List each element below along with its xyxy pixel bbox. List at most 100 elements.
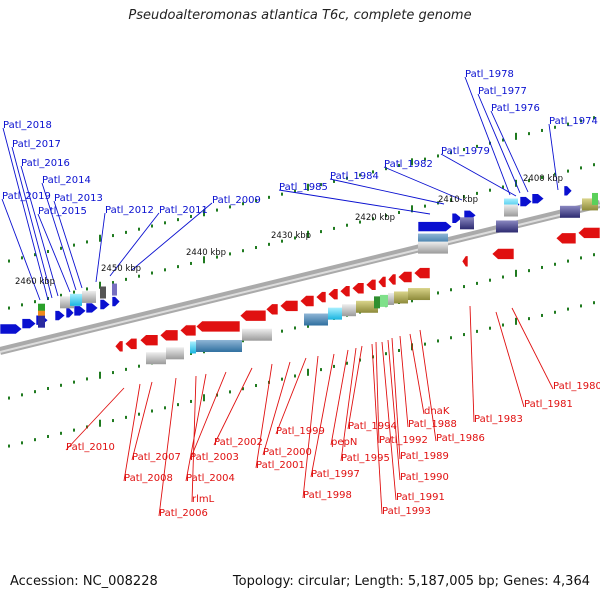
scale-tick <box>8 306 10 310</box>
scale-tick <box>99 281 101 289</box>
callout-line <box>310 353 335 478</box>
reverse-gene-arrow <box>327 288 339 300</box>
callout-line <box>1 198 41 301</box>
callout-line <box>11 146 53 299</box>
scale-tick <box>450 151 452 155</box>
scale-tick <box>333 179 335 183</box>
reverse-gene-label: Patl_2007 <box>132 452 181 463</box>
callout-line <box>399 335 409 428</box>
reverse-gene-arrow <box>387 273 397 286</box>
scale-tick <box>125 415 127 419</box>
scale-tick <box>8 396 10 400</box>
scale-tick <box>437 339 439 343</box>
scale-tick <box>476 191 478 195</box>
scale-tick <box>125 367 127 371</box>
callout-line <box>65 387 125 451</box>
reverse-gene-arrow <box>339 285 351 297</box>
callout-line <box>347 345 363 430</box>
scale-tick <box>86 377 88 381</box>
scale-tick <box>99 419 101 427</box>
domain-box <box>504 204 518 217</box>
scale-tick <box>541 313 543 317</box>
scale-tick <box>476 281 478 285</box>
domain-box <box>190 341 196 354</box>
scale-tick <box>450 336 452 340</box>
forward-gene-label: Patl_2012 <box>105 205 154 216</box>
callout-line <box>109 212 160 277</box>
forward-gene-arrow <box>85 302 99 314</box>
scale-tick <box>255 199 257 203</box>
scale-tick <box>151 409 153 413</box>
scale-tick <box>73 428 75 432</box>
scale-tick <box>359 220 361 224</box>
scale-tick <box>255 246 257 250</box>
scale-tick <box>541 128 543 132</box>
scale-tick <box>502 185 504 189</box>
domain-box <box>460 217 474 230</box>
domain-box <box>82 290 96 303</box>
scale-tick <box>580 119 582 123</box>
domain-box <box>38 315 45 328</box>
scale-tick <box>164 406 166 410</box>
scale-tick <box>60 383 62 387</box>
scale-tick <box>437 154 439 158</box>
scale-tick <box>281 239 283 243</box>
scale-tick <box>398 348 400 352</box>
callout-line <box>275 357 307 435</box>
gene-labels: 2400 kbp 2410 kbp 2420 kbp 2430 kbp 2440 kbp… <box>2 69 600 519</box>
domain-box <box>394 291 408 304</box>
domain-box <box>70 293 82 306</box>
reverse-gene-label: Patl_1999 <box>276 426 325 437</box>
scale-tick <box>190 214 192 218</box>
scale-tick <box>346 176 348 180</box>
scale-tick <box>21 256 23 260</box>
topology-text: Topology: circular; Length: 5,187,005 bp… <box>232 574 590 589</box>
reverse-gene-label: pepN <box>331 437 357 448</box>
forward-gene-label: Patl_1979 <box>441 146 490 157</box>
scale-tick <box>281 192 283 196</box>
scale-tick <box>398 163 400 167</box>
reverse-gene-label: Patl_1981 <box>524 399 573 410</box>
scale-tick <box>307 368 309 376</box>
scale-tick <box>112 419 114 423</box>
scale-tick <box>528 132 530 136</box>
callout-lines <box>1 76 559 517</box>
scale-tick <box>151 224 153 228</box>
forward-gene-label: Patl_1982 <box>384 159 433 170</box>
callout-line <box>41 182 77 291</box>
forward-gene-arrow <box>99 299 111 310</box>
scale-tick <box>489 188 491 192</box>
scale-tick <box>216 208 218 212</box>
domain-box <box>592 192 598 205</box>
scale-tick <box>229 205 231 209</box>
reverse-gene-arrow <box>239 309 267 322</box>
reverse-gene-label: Patl_1992 <box>379 435 428 446</box>
scale-tick <box>411 158 413 166</box>
scale-tick <box>450 198 452 202</box>
scale-tick <box>580 304 582 308</box>
scale-tick <box>255 384 257 388</box>
scale-tick <box>554 125 556 129</box>
reverse-gene-label: Patl_1988 <box>408 419 457 430</box>
scale-tick <box>463 333 465 337</box>
domain-box <box>560 205 580 218</box>
forward-gene-label: Patl_2009 <box>212 195 261 206</box>
forward-gene-arrow <box>54 310 66 321</box>
scale-tick <box>554 262 556 266</box>
scale-tick <box>112 371 114 375</box>
domain-box <box>380 294 388 307</box>
domain-box <box>146 352 166 365</box>
scale-tick <box>34 390 36 394</box>
scale-label: 2400 kbp <box>523 174 563 184</box>
callout-line <box>37 213 71 293</box>
scale-tick <box>99 234 101 242</box>
callout-line <box>189 371 227 461</box>
scale-tick <box>73 290 75 294</box>
scale-tick <box>60 293 62 297</box>
reverse-gene-label: Patl_1994 <box>348 421 397 432</box>
scale-tick <box>424 204 426 208</box>
scale-tick <box>580 166 582 170</box>
scale-tick <box>177 218 179 222</box>
scale-tick <box>21 441 23 445</box>
